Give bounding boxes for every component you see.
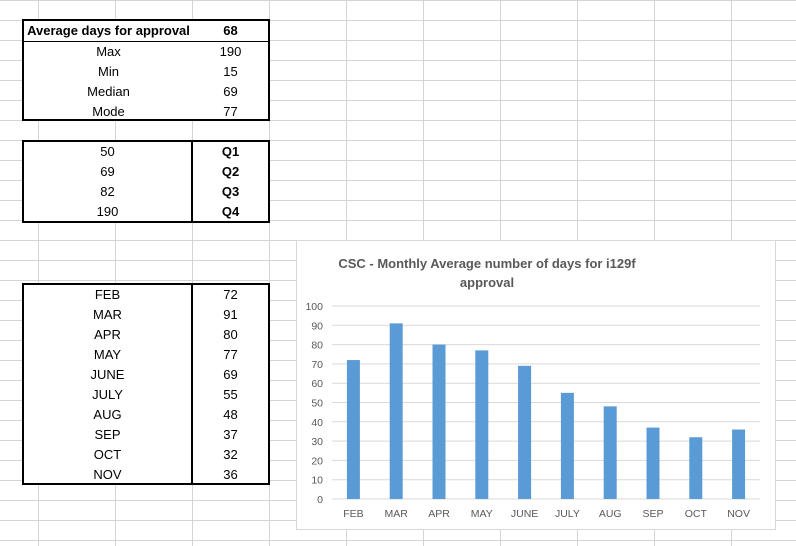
bar-apr[interactable]	[432, 344, 446, 499]
monthly-row: APR 80	[24, 325, 268, 345]
bar-may[interactable]	[475, 350, 489, 499]
y-tick-label: 20	[311, 455, 323, 467]
month-value-cell[interactable]: 32	[223, 447, 238, 462]
monthly-row: MAR 91	[24, 305, 268, 325]
y-tick-label: 80	[311, 340, 323, 352]
summary-table: Average days for approval 68 Max 190 Min…	[22, 19, 270, 121]
x-tick-label: OCT	[685, 508, 708, 520]
month-cell[interactable]: OCT	[24, 445, 193, 465]
bar-chart[interactable]: CSC - Monthly Average number of days for…	[296, 240, 776, 530]
chart-title-line-1: CSC - Monthly Average number of days for…	[338, 256, 636, 271]
x-tick-label: JULY	[555, 508, 580, 520]
month-cell[interactable]: JUNE	[24, 365, 193, 385]
month-value-cell[interactable]: 36	[223, 467, 238, 482]
bar-aug[interactable]	[603, 406, 617, 499]
bar-sep[interactable]	[646, 427, 660, 499]
chart-y-ticks: 0 10 20 30 40 50 60 70 80 90 100	[305, 301, 323, 506]
monthly-row: JUNE 69	[24, 365, 268, 385]
summary-label[interactable]: Min	[98, 64, 119, 79]
summary-row-min: Min 15	[24, 62, 268, 82]
summary-row-mode: Mode 77	[24, 102, 268, 122]
month-cell[interactable]: MAR	[24, 305, 193, 325]
month-value-cell[interactable]: 77	[223, 347, 238, 362]
summary-value[interactable]: 15	[223, 64, 238, 79]
bar-nov[interactable]	[732, 429, 746, 499]
monthly-row: MAY 77	[24, 345, 268, 365]
month-cell[interactable]: AUG	[24, 405, 193, 425]
summary-label[interactable]: Mode	[92, 104, 125, 119]
month-value-cell[interactable]: 37	[223, 427, 238, 442]
y-tick-label: 0	[317, 494, 323, 506]
chart-svg: CSC - Monthly Average number of days for…	[305, 256, 760, 520]
y-tick-label: 60	[311, 378, 323, 390]
monthly-row: OCT 32	[24, 445, 268, 465]
summary-header-label[interactable]: Average days for approval	[27, 23, 190, 38]
quartile-value[interactable]: 82	[24, 182, 193, 202]
x-tick-label: NOV	[727, 508, 750, 520]
y-tick-label: 70	[311, 359, 323, 371]
x-tick-label: SEP	[642, 508, 663, 520]
summary-header-row: Average days for approval 68	[24, 21, 268, 42]
quartile-row: 190 Q4	[24, 202, 268, 222]
y-tick-label: 90	[311, 320, 323, 332]
y-tick-label: 10	[311, 475, 323, 487]
quartile-row: 50 Q1	[24, 142, 268, 162]
month-value-cell[interactable]: 91	[223, 307, 238, 322]
chart-x-ticks: FEB MAR APR MAY JUNE JULY AUG SEP OCT NOV	[343, 508, 750, 520]
x-tick-label: AUG	[599, 508, 622, 520]
x-tick-label: MAR	[385, 508, 409, 520]
summary-label[interactable]: Median	[87, 84, 130, 99]
quartiles-table: 50 Q1 69 Q2 82 Q3 190 Q4	[22, 140, 270, 223]
month-cell[interactable]: SEP	[24, 425, 193, 445]
month-value-cell[interactable]: 80	[223, 327, 238, 342]
month-value-cell[interactable]: 55	[223, 387, 238, 402]
monthly-row: AUG 48	[24, 405, 268, 425]
chart-bars	[346, 323, 746, 499]
month-value-cell[interactable]: 48	[223, 407, 238, 422]
month-cell[interactable]: FEB	[24, 285, 193, 305]
bar-oct[interactable]	[689, 437, 703, 499]
y-tick-label: 40	[311, 417, 323, 429]
bar-june[interactable]	[518, 365, 532, 499]
summary-value[interactable]: 190	[219, 44, 242, 59]
summary-value[interactable]: 69	[223, 84, 238, 99]
summary-label[interactable]: Max	[96, 44, 121, 59]
quartile-value[interactable]: 69	[24, 162, 193, 182]
summary-row-max: Max 190	[24, 42, 268, 62]
y-tick-label: 100	[305, 301, 323, 313]
month-cell[interactable]: NOV	[24, 465, 193, 485]
monthly-row: SEP 37	[24, 425, 268, 445]
bar-july[interactable]	[560, 392, 574, 499]
monthly-row: FEB 72	[24, 285, 268, 305]
summary-header-value[interactable]: 68	[223, 23, 238, 38]
quartile-label[interactable]: Q1	[221, 144, 240, 159]
quartile-label[interactable]: Q2	[221, 164, 240, 179]
month-value-cell[interactable]: 69	[223, 367, 238, 382]
x-tick-label: FEB	[343, 508, 363, 520]
x-tick-label: JUNE	[511, 508, 538, 520]
chart-title-line-2: approval	[460, 275, 514, 290]
monthly-table: FEB 72 MAR 91 APR 80 MAY 77 JUNE 69 JULY 55 AU…	[22, 283, 270, 485]
y-tick-label: 50	[311, 398, 323, 410]
monthly-row: NOV 36	[24, 465, 268, 485]
x-tick-label: MAY	[471, 508, 493, 520]
monthly-row: JULY 55	[24, 385, 268, 405]
quartile-label[interactable]: Q3	[221, 184, 240, 199]
summary-row-median: Median 69	[24, 82, 268, 102]
x-tick-label: APR	[428, 508, 450, 520]
quartile-value[interactable]: 190	[24, 202, 193, 222]
month-cell[interactable]: MAY	[24, 345, 193, 365]
month-cell[interactable]: JULY	[24, 385, 193, 405]
bar-mar[interactable]	[389, 323, 403, 499]
quartile-value[interactable]: 50	[24, 142, 193, 162]
quartile-row: 69 Q2	[24, 162, 268, 182]
y-tick-label: 30	[311, 436, 323, 448]
summary-value[interactable]: 77	[223, 104, 238, 119]
bar-feb[interactable]	[346, 360, 360, 499]
quartile-row: 82 Q3	[24, 182, 268, 202]
month-cell[interactable]: APR	[24, 325, 193, 345]
month-value-cell[interactable]: 72	[223, 287, 238, 302]
chart-gridlines	[332, 305, 760, 500]
quartile-label[interactable]: Q4	[221, 204, 240, 219]
